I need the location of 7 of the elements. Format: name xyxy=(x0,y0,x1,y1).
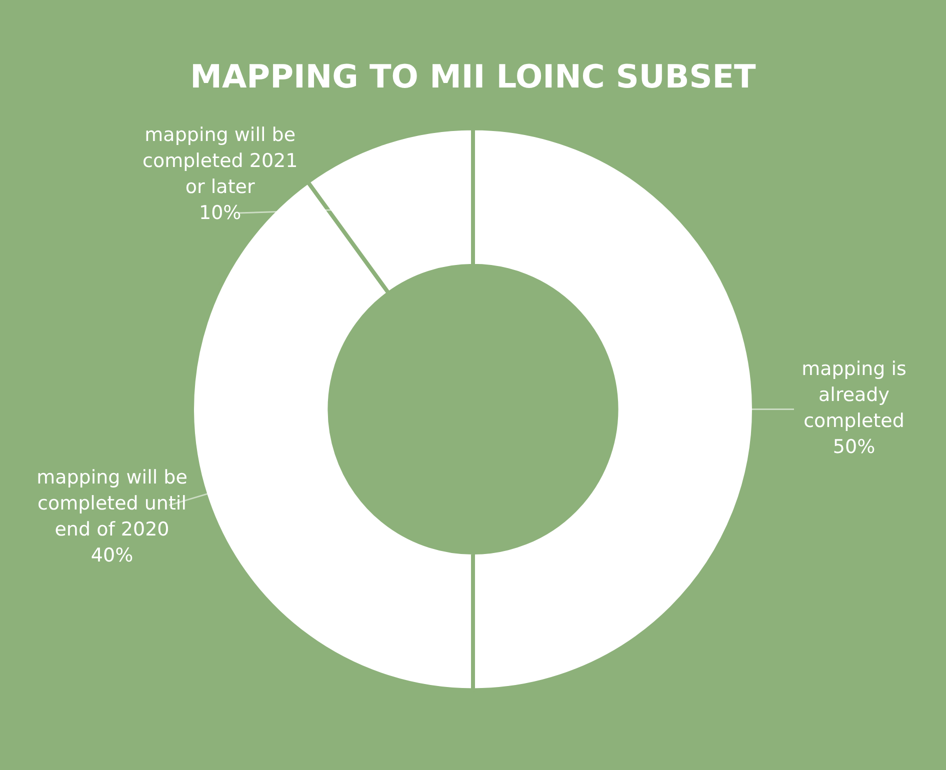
data-label: 50% xyxy=(832,436,876,458)
slice-label: mapping will be completed 2021 or later xyxy=(142,124,298,198)
chart-title: MAPPING TO MII LOINC SUBSET xyxy=(190,58,756,96)
slice-label: mapping will be completed until end of 2020 xyxy=(36,466,188,541)
slice-label: mapping is already completed xyxy=(802,358,906,432)
data-label: 40% xyxy=(90,544,134,567)
data-label: 10% xyxy=(198,202,242,224)
